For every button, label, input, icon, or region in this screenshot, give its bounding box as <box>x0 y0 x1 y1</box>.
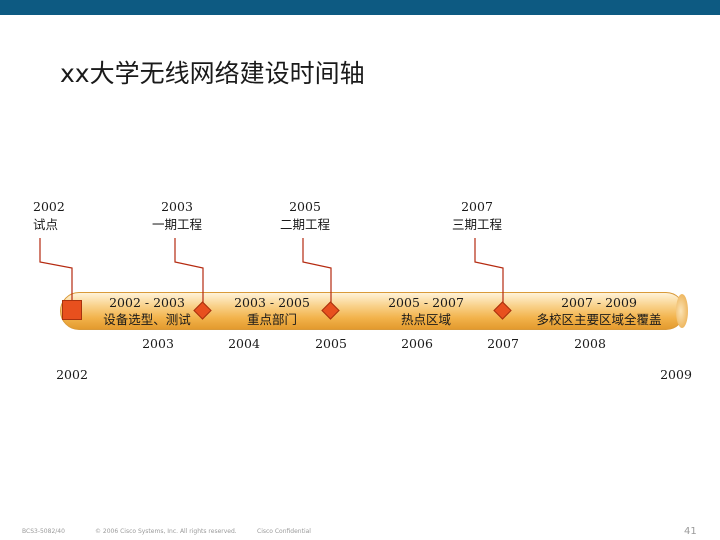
segment-range: 2003 - 2005 <box>234 295 310 310</box>
axis-start-year: 2002 <box>56 367 88 382</box>
segment-2005-2007: 2005 - 2007 热点区域 <box>388 294 464 328</box>
milestone-label: 三期工程 <box>451 217 503 232</box>
axis-year-2004: 2004 <box>228 336 260 351</box>
segment-label: 设备选型、测试 <box>103 312 191 327</box>
segment-range: 2005 - 2007 <box>388 295 464 310</box>
milestone-label: 一期工程 <box>151 217 203 232</box>
segment-label: 多校区主要区域全覆盖 <box>536 312 662 327</box>
milestone-2003: 2003 一期工程 <box>152 198 202 234</box>
page-number: 41 <box>684 526 697 537</box>
milestone-year: 2002 <box>33 199 65 214</box>
milestone-2005: 2005 二期工程 <box>280 198 330 234</box>
footer-copyright: © 2006 Cisco Systems, Inc. All rights re… <box>95 528 237 535</box>
segment-2003-2005: 2003 - 2005 重点部门 <box>234 294 310 328</box>
timeline-band <box>60 292 685 330</box>
timeline-band-end <box>676 294 688 328</box>
axis-year-2008: 2008 <box>574 336 606 351</box>
milestone-label: 二期工程 <box>279 217 331 232</box>
milestone-year: 2005 <box>289 199 321 214</box>
marker-square-2002 <box>62 300 82 320</box>
segment-range: 2007 - 2009 <box>561 295 637 310</box>
segment-2002-2003: 2002 - 2003 设备选型、测试 <box>103 294 191 328</box>
milestone-year: 2007 <box>461 199 493 214</box>
connector-2002 <box>39 238 73 300</box>
axis-end-year: 2009 <box>660 367 692 382</box>
page-title: xx大学无线网络建设时间轴 <box>60 59 365 88</box>
milestone-2007: 2007 三期工程 <box>452 198 502 234</box>
segment-range: 2002 - 2003 <box>109 295 185 310</box>
axis-year-2005: 2005 <box>315 336 347 351</box>
segment-label: 热点区域 <box>400 312 452 327</box>
milestone-2002: 2002 试点 <box>33 198 65 234</box>
axis-year-2003: 2003 <box>142 336 174 351</box>
segment-2007-2009: 2007 - 2009 多校区主要区域全覆盖 <box>536 294 661 328</box>
footer-confidential: Cisco Confidential <box>257 528 311 535</box>
header-bar <box>0 0 720 15</box>
footer-code: BCS3-5082/40 <box>22 528 65 535</box>
axis-year-2007: 2007 <box>487 336 519 351</box>
milestone-year: 2003 <box>161 199 193 214</box>
segment-label: 重点部门 <box>246 312 298 327</box>
milestone-label: 试点 <box>33 217 59 232</box>
axis-year-2006: 2006 <box>401 336 433 351</box>
